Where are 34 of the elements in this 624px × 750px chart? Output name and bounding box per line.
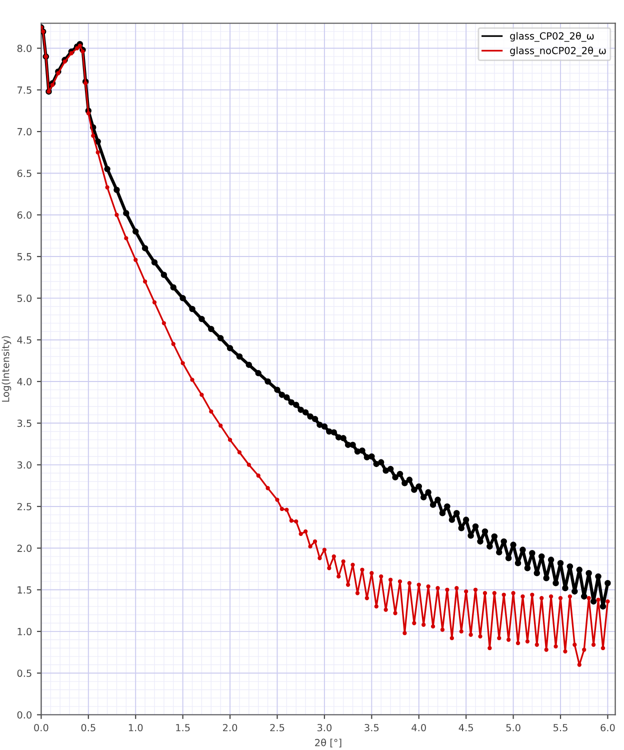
y-tick-label: 7.0 [17,128,32,136]
x-tick-label: 3.5 [364,724,379,732]
legend-label: glass_noCP02_2θ_ω [510,46,606,56]
x-tick-label: 4.0 [412,724,426,732]
x-tick-label: 5.0 [506,724,520,732]
y-tick-label: 3.0 [17,461,32,469]
y-tick-label: 2.0 [17,544,32,552]
x-tick-label: 0.5 [81,724,96,732]
legend-label: glass_CP02_2θ_ω [510,32,594,42]
y-tick-label: 4.5 [17,336,32,344]
y-tick-label: 1.5 [18,586,32,594]
y-tick-label: 7.5 [17,86,32,94]
y-tick-label: 4.0 [17,378,32,386]
x-tick-label: 4.5 [458,724,473,732]
x-tick-label: 1.5 [176,724,190,732]
y-tick-label: 1.0 [18,628,32,636]
y-tick-label: 6.5 [17,170,32,178]
x-tick-label: 3.0 [317,724,332,732]
x-axis-title: 2θ [°] [315,738,342,748]
x-tick-label: 0.0 [34,724,48,732]
y-tick-label: 8.0 [17,44,32,52]
y-tick-label: 0.5 [17,670,32,677]
x-tick-label: 2.5 [270,724,284,732]
x-tick-label: 6.0 [600,724,615,732]
x-tick-label: 2.0 [223,724,238,732]
y-tick-label: 5.5 [17,253,32,260]
x-tick-label: 5.5 [554,724,568,732]
y-tick-label: 6.0 [17,211,32,219]
y-tick-label: 2.5 [17,502,32,510]
y-tick-label: 0.0 [17,711,32,719]
y-tick-label: 3.5 [17,420,32,427]
y-axis-title: Log(Intensity) [2,336,12,402]
x-tick-label: 1.0 [128,724,143,732]
y-tick-label: 5.0 [17,294,32,302]
